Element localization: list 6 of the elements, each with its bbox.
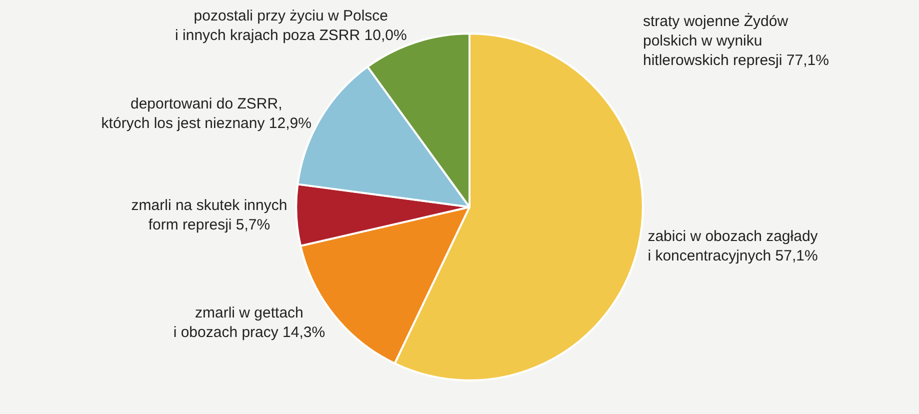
- slice-label: zabici w obozach zagłady i koncentracyjnych 57,1%: [648, 228, 818, 264]
- slice-label: pozostali przy życiu w Polsce i innych krajach poza ZSRR 10,0%: [175, 7, 407, 44]
- slice-label: deportowani do ZSRR, których los jest nieznany 12,9%: [101, 95, 312, 132]
- slice-label: zmarli na skutek innych form represji 5,7%: [131, 196, 288, 234]
- slice-label: zmarli w gettach i obozach pracy 14,3%: [173, 304, 326, 341]
- text: straty wojenne Żydów polskich w wyniku hitlerowskich represji 77,1%: [643, 12, 829, 69]
